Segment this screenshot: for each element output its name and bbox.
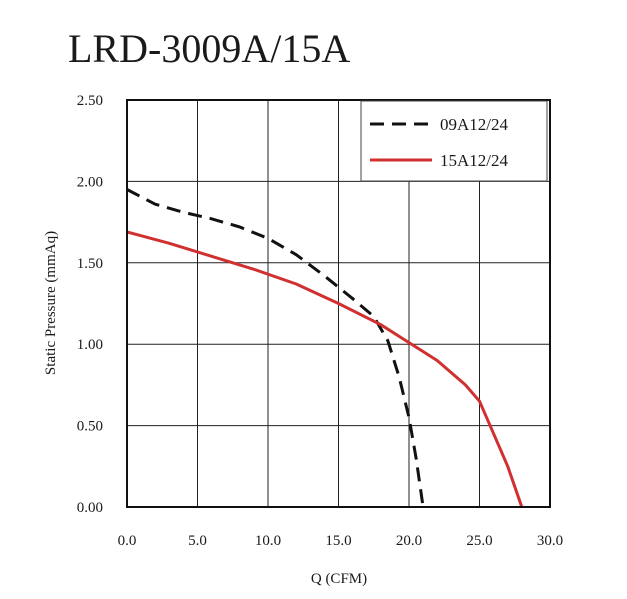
x-tick-label: 0.0 <box>118 533 137 549</box>
x-axis-ticks: 0.0 5.0 10.0 15.0 20.0 25.0 30.0 <box>118 533 564 549</box>
x-tick-label: 30.0 <box>537 533 563 549</box>
chart-title: LRD-3009A/15A <box>68 26 350 71</box>
y-tick-label: 1.50 <box>77 256 103 272</box>
plot-frame <box>126 99 551 508</box>
x-tick-label: 25.0 <box>466 533 492 549</box>
series-line-0 <box>126 188 425 508</box>
y-tick-label: 1.00 <box>77 337 103 353</box>
series-lines <box>126 188 524 508</box>
x-tick-label: 5.0 <box>188 533 207 549</box>
x-tick-label: 10.0 <box>255 533 281 549</box>
legend-label-15a: 15A12/24 <box>440 151 509 170</box>
y-axis-ticks: 0.00 0.50 1.00 1.50 2.00 2.50 <box>77 93 103 516</box>
y-axis-label: Static Pressure (mmAq) <box>43 231 59 375</box>
x-tick-label: 15.0 <box>325 533 351 549</box>
series-line-1 <box>126 230 524 508</box>
y-tick-label: 0.50 <box>77 419 103 435</box>
y-tick-label: 2.50 <box>77 93 103 109</box>
y-tick-label: 2.00 <box>77 174 103 190</box>
x-tick-label: 20.0 <box>396 533 422 549</box>
legend-label-09a: 09A12/24 <box>440 115 509 134</box>
x-axis-label: Q (CFM) <box>311 571 367 587</box>
y-tick-label: 0.00 <box>77 500 103 516</box>
legend-box <box>360 100 548 182</box>
legend: 09A12/24 15A12/24 <box>360 100 548 182</box>
